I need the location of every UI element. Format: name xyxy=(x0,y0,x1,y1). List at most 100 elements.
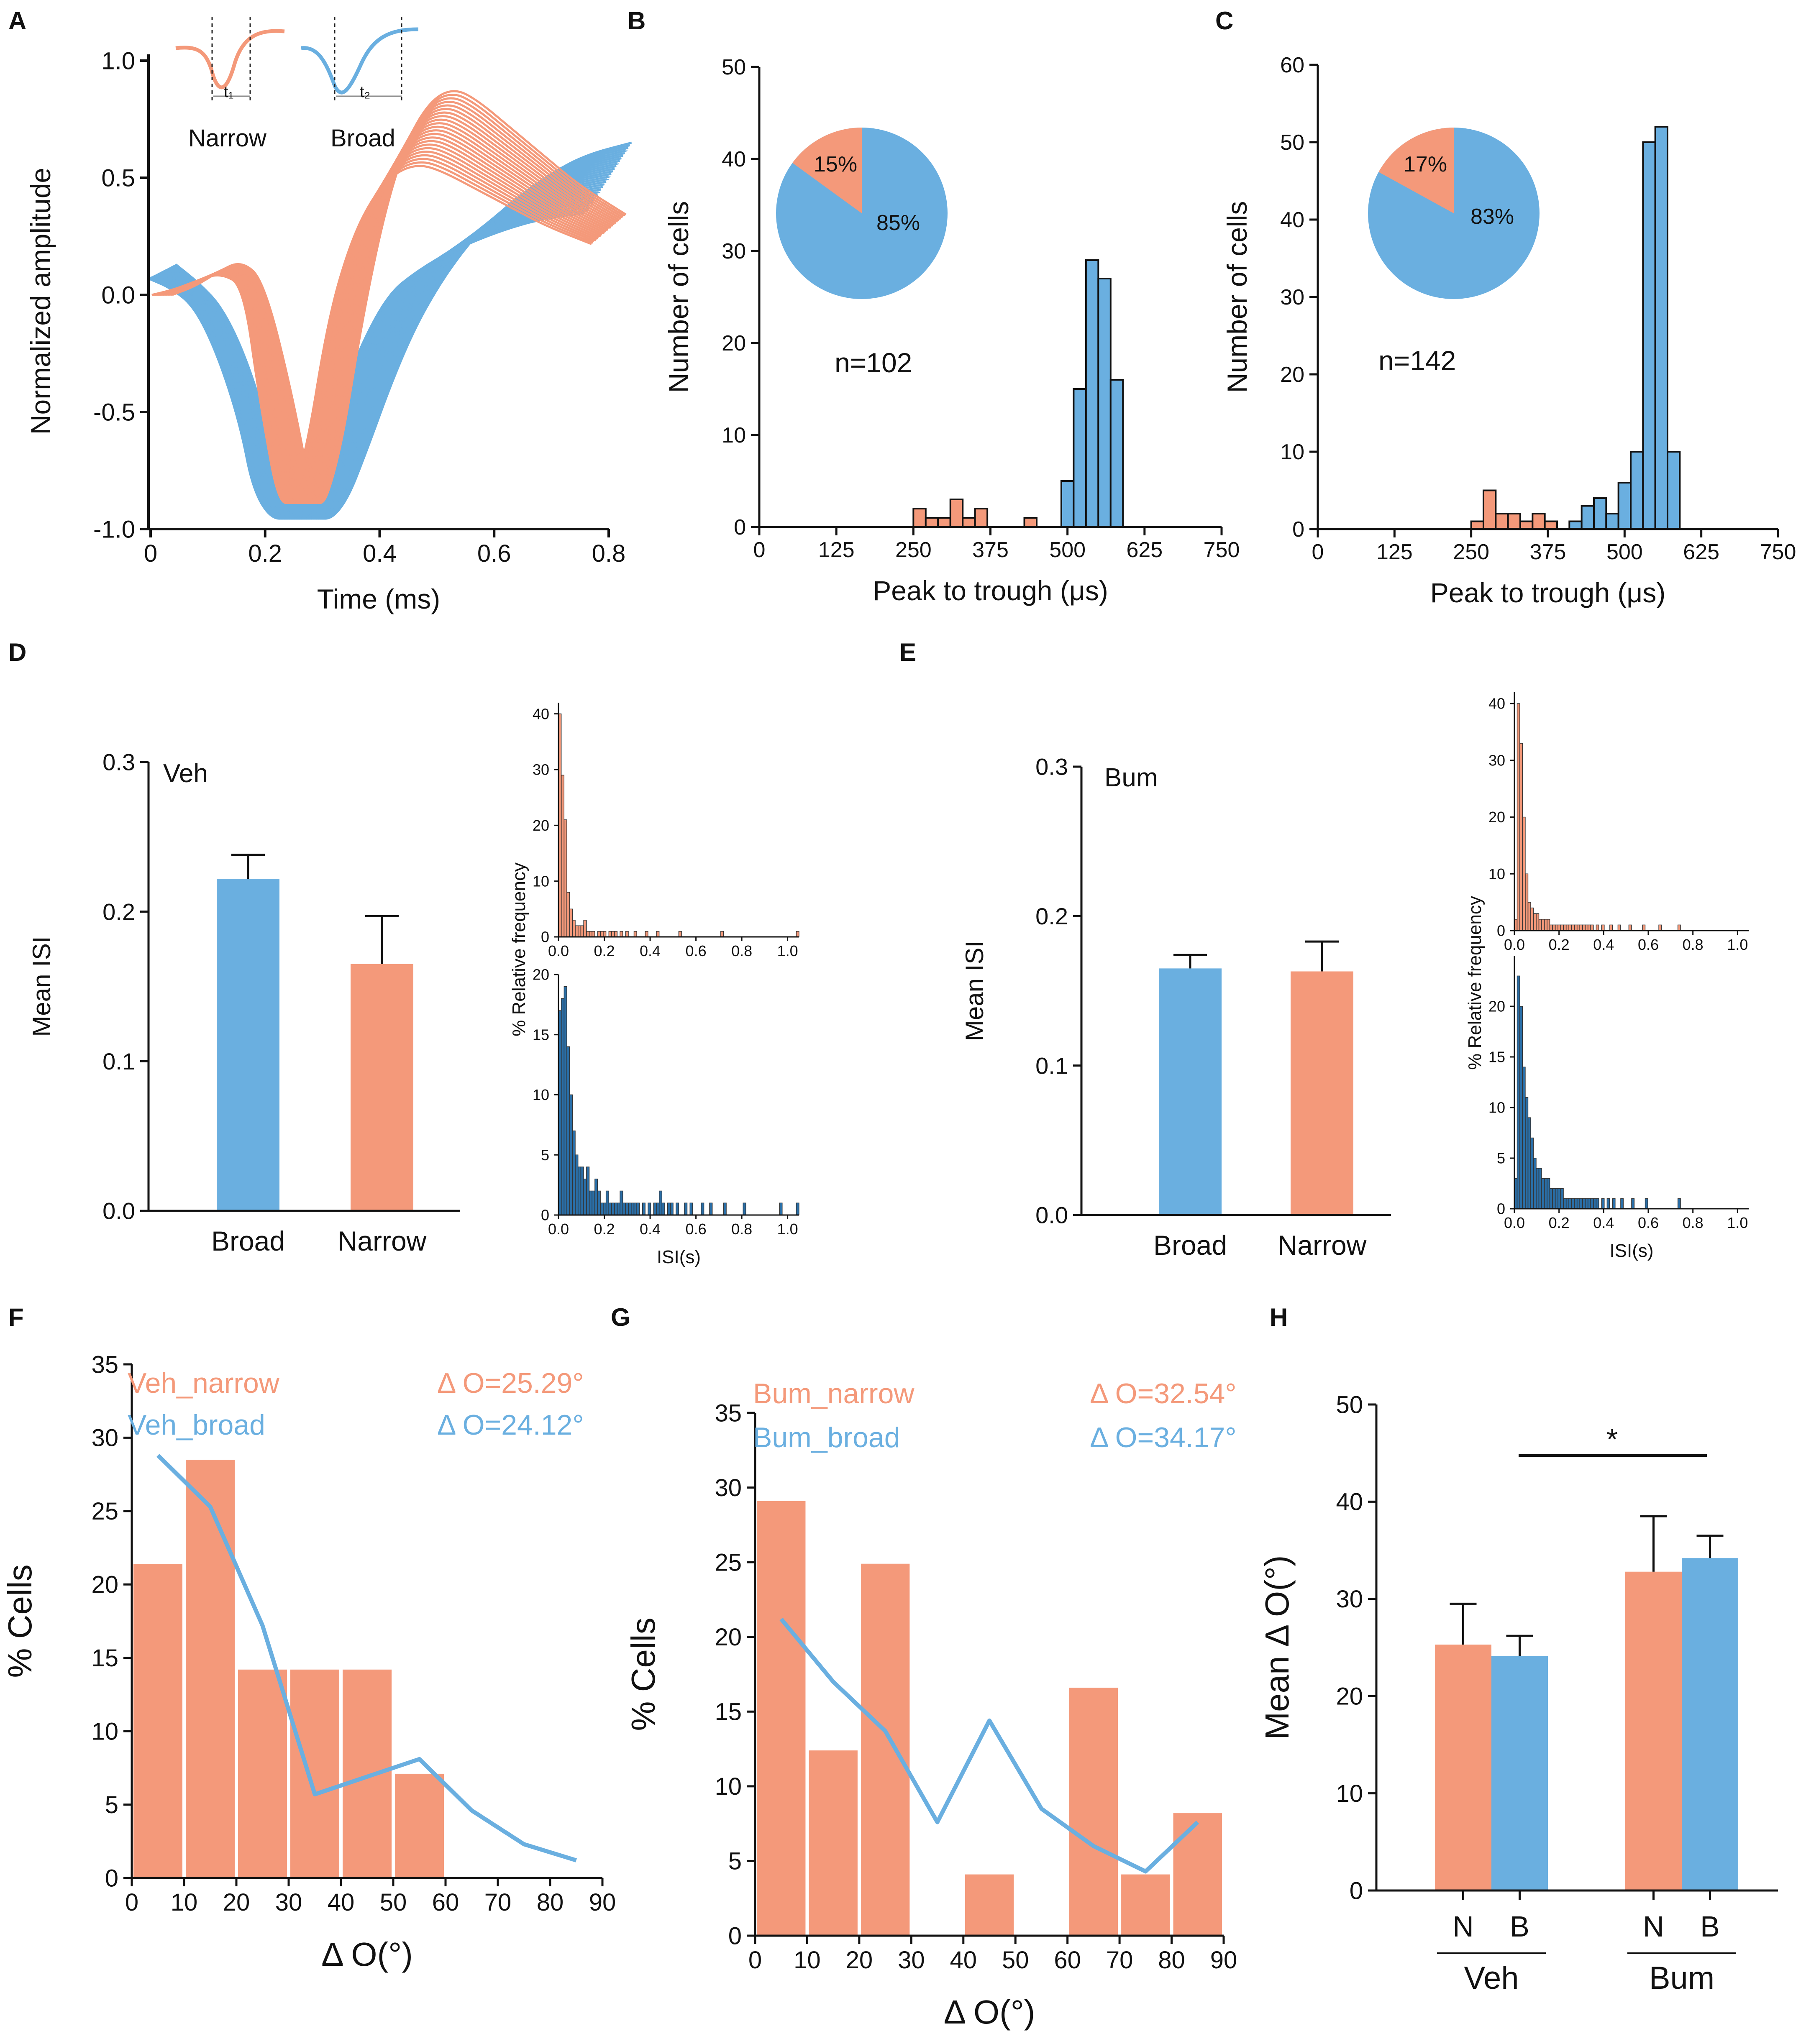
x-tick-label: 0.8 xyxy=(1683,936,1704,953)
x-tick-label: 0.2 xyxy=(248,540,282,567)
n-count: n=102 xyxy=(835,347,912,378)
isi-bin-bar xyxy=(603,931,607,937)
isi-bin-bar xyxy=(1565,924,1569,931)
y-tick-label: 0.1 xyxy=(102,1048,135,1074)
x-tick-label: 10 xyxy=(171,1889,198,1916)
group-label: Veh xyxy=(1464,1960,1519,1996)
x-axis-title: Δ O(°) xyxy=(944,1993,1035,2031)
x-tick-label: 0.2 xyxy=(1549,936,1570,953)
broad-bin-bar xyxy=(1060,480,1075,528)
isi-bin-bar xyxy=(656,931,660,937)
y-tick-label: 25 xyxy=(715,1549,742,1576)
x-tick-label: 0.6 xyxy=(1638,936,1659,953)
isi-bin-bar xyxy=(625,1202,629,1215)
y-tick-label: 10 xyxy=(1280,440,1304,464)
y-tick-label: 0.0 xyxy=(102,1198,135,1224)
isi-histogram-narrow-veh: 0 10 20 30 40 0.0 0.2 0.4 0.6 0.8 1.0 xyxy=(533,703,799,959)
isi-bin-bar xyxy=(1530,1137,1534,1209)
isi-bin-bar xyxy=(605,1190,609,1215)
isi-bin-bar xyxy=(594,1179,598,1215)
x-tick-label: 90 xyxy=(589,1889,616,1916)
delta-o-narrow: Δ O=25.29° xyxy=(437,1367,584,1399)
broad-bin-bar xyxy=(1593,497,1607,530)
isi-bin-bar xyxy=(1571,924,1575,931)
broad-bin-bar xyxy=(1109,379,1124,528)
y-tick-label: 50 xyxy=(722,55,746,79)
x-tick-label: 20 xyxy=(846,1947,873,1974)
isi-bin-bar xyxy=(1555,1188,1558,1209)
broad-bin-bar xyxy=(1097,278,1112,528)
isi-bin-bar xyxy=(1620,1198,1624,1209)
y-tick-label: 40 xyxy=(533,705,549,722)
x-axis-title: Peak to trough (μs) xyxy=(1430,577,1666,608)
isi-bin-bar xyxy=(1593,1198,1596,1209)
isi-bin-bar xyxy=(1609,924,1613,931)
y-tick-label: 5 xyxy=(1497,1150,1505,1167)
x-tick-label: 0.2 xyxy=(1549,1214,1570,1231)
isi-bin-bar xyxy=(1541,1178,1545,1209)
x-tick-label: 0 xyxy=(748,1947,762,1974)
legend-broad: Veh_broad xyxy=(128,1409,265,1441)
panel-label-g: G xyxy=(611,1303,630,1331)
y-axis-title: Normalized amplitude xyxy=(25,168,56,435)
panel-f: 0 5 10 15 20 25 30 35 0 10 20 30 40 50 60 70 80 90 Δ O(°)%… xyxy=(1,1351,616,1973)
x-tick-label: 0.0 xyxy=(548,942,569,959)
panel-d: Broad Narrow 0.0 0.1 0.2 0.3 Mean ISI Veh 0 10 2… xyxy=(28,703,799,1267)
delta-o-narrow: Δ O=32.54° xyxy=(1090,1378,1237,1410)
y-tick-label: 5 xyxy=(728,1848,742,1875)
x-tick-label: 0.2 xyxy=(594,1220,615,1238)
category-label: B xyxy=(1700,1910,1720,1943)
isi-bin-bar xyxy=(1538,919,1542,931)
isi-bin-bar xyxy=(620,931,623,937)
y-tick-label: 0 xyxy=(541,1207,549,1224)
waveform-plot xyxy=(148,90,632,520)
x-tick-label: 30 xyxy=(275,1889,302,1916)
y-tick-label: 0 xyxy=(1292,517,1304,542)
broad-bin-bar xyxy=(1568,520,1583,530)
x-tick-label: 40 xyxy=(950,1947,977,1974)
narrow-bin-bar xyxy=(974,508,989,528)
isi-bin-bar xyxy=(1547,1178,1550,1209)
isi-bin-bar xyxy=(1527,1117,1531,1209)
isi-bin-bar xyxy=(597,931,601,937)
y-tick-label: 20 xyxy=(1280,363,1304,387)
x-tick-label: 30 xyxy=(898,1947,925,1974)
isi-bin-bar xyxy=(1522,1067,1526,1209)
mean-delta-o-bars: N B N B Veh Bum 0 10 20 30 40 50 Mean Δ O(°) xyxy=(1258,1391,1778,1996)
isi-bin-bar xyxy=(572,1131,576,1215)
isi-bin-bar xyxy=(1549,1188,1553,1209)
isi-bin-bar xyxy=(1577,924,1580,931)
isi-bin-bar xyxy=(642,1202,646,1215)
y-tick-label: 1.0 xyxy=(101,47,135,74)
y-tick-label: -0.5 xyxy=(93,399,135,426)
isi-bin-bar xyxy=(1565,1198,1569,1209)
narrow-bin-bar xyxy=(962,517,976,528)
isi-bin-bar xyxy=(583,920,587,937)
x-tick-label: 0.6 xyxy=(686,1220,707,1238)
y-tick-label: 5 xyxy=(541,1146,549,1164)
y-axis-title: Mean Δ O(°) xyxy=(1258,1555,1296,1740)
isi-bin-bar xyxy=(592,1190,595,1215)
y-tick-label: 0.5 xyxy=(101,164,135,192)
isi-bin-bar xyxy=(620,1190,623,1215)
isi-bin-bar xyxy=(589,1190,592,1215)
y-tick-label: 10 xyxy=(91,1718,118,1745)
isi-bin-bar xyxy=(1536,913,1540,931)
isi-bin-bar xyxy=(575,925,579,937)
delta-o-histogram-veh: 0 5 10 15 20 25 30 35 0 10 20 30 40 50 60 70 80 90 Δ O(°)%… xyxy=(1,1351,616,1973)
peak-trough-histogram-bum: 0 10 20 30 40 50 60 0 125 250 375 500 625 750 Peak to … xyxy=(1222,53,1796,608)
isi-bin-bar xyxy=(614,931,618,937)
x-tick-label: 70 xyxy=(1106,1947,1133,1974)
isi-bin-bar xyxy=(608,1202,612,1215)
x-tick-label: 80 xyxy=(537,1889,564,1916)
panel-label-d: D xyxy=(8,638,26,666)
isi-bin-bar xyxy=(611,931,615,937)
x-tick-label: 80 xyxy=(1158,1947,1185,1974)
y-tick-label: 10 xyxy=(1336,1780,1363,1807)
x-tick-label: 750 xyxy=(1760,540,1796,564)
isi-bin-bar xyxy=(1552,924,1556,931)
isi-bin-bar xyxy=(561,775,564,937)
isi-histogram-broad-veh: 0 5 10 15 20 0.0 0.2 0.4 0.6 0.8 1.0 ISI(s) % Relati… xyxy=(509,862,799,1267)
isi-bin-bar xyxy=(592,931,595,937)
x-tick-label: 375 xyxy=(1530,540,1566,564)
